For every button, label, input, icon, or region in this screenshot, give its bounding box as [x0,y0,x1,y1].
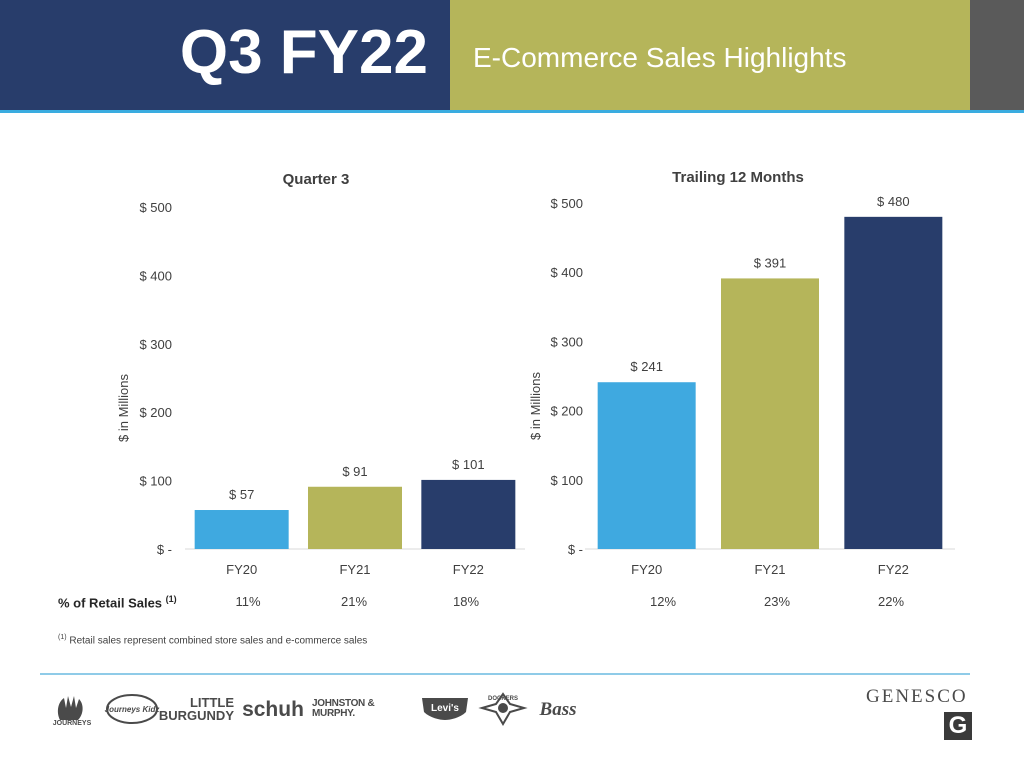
journeys-logo-text: JOURNEYS [53,720,92,727]
bass-logo: Bass [539,698,577,720]
bar-charts: Quarter 3 $ - $ 100 $ 200 $ 300 $ 400 $ 500 $ i… [116,169,955,577]
dockers-logo: DOCKERS [478,690,528,728]
q3-x-tick-label: FY22 [453,562,484,577]
retail-sales-note-marker: (1) [165,594,177,604]
q3-x-tick-label: FY20 [226,562,257,577]
levis-logo-text: Levi's [431,703,459,714]
header-left-panel [0,0,450,110]
ttm-bar-fy22 [844,216,943,549]
q3-bar-fy20 [194,510,289,549]
page-subtitle: E-Commerce Sales Highlights [473,42,847,73]
ttm-bar-fy20 [597,382,696,549]
retail-pct-q3-fy20: 11% [235,594,261,609]
retail-pct-q3-fy21: 21% [340,594,368,609]
page-title: Q3 FY22 [179,18,428,87]
q3-bar-fy22 [421,479,516,549]
q3-data-label: $ 57 [229,487,254,502]
footnote-marker: (1) [58,634,67,641]
footer-divider [40,673,970,675]
q3-y-tick-label: $ 500 [139,200,172,215]
ttm-x-tick-label: FY21 [754,562,785,577]
q3-data-label: $ 101 [452,457,485,472]
ttm-y-tick-label: $ - [568,542,583,557]
retail-pct-ttm-fy20: 12% [649,594,677,609]
header-divider [0,110,1024,113]
ttm-y-axis-label: $ in Millions [528,372,543,440]
ttm-data-label: $ 391 [754,255,787,270]
q3-chart-title: Quarter 3 [283,171,350,188]
q3-y-tick-label: $ 100 [139,474,172,489]
retail-sales-label: % of Retail Sales (1) [58,594,177,611]
q3-x-tick-label: FY21 [339,562,370,577]
q3-bar-fy21 [308,486,402,549]
ttm-chart-title: Trailing 12 Months [672,169,804,186]
ttm-y-tick-label: $ 300 [550,334,583,349]
footnote: (1) Retail sales represent combined stor… [58,634,368,647]
retail-pct-ttm-fy21: 23% [763,594,791,609]
ttm-data-label: $ 480 [877,194,910,209]
schuh-logo: schuh [242,697,304,721]
ttm-x-tick-label: FY22 [878,562,909,577]
q3-y-tick-label: $ 200 [139,405,172,420]
ttm-x-tick-label: FY20 [631,562,662,577]
genesco-wordmark: GENESCO [866,686,968,707]
ttm-y-tick-label: $ 500 [550,196,583,211]
dockers-logo-text: DOCKERS [488,696,518,702]
genesco-g-logo: G [944,712,972,740]
johnston-murphy-logo: JOHNSTON & MURPHY. [312,698,375,719]
journeys-kidz-logo: Journeys Kidz [104,690,160,728]
retail-pct-ttm-fy22: 22% [877,594,905,609]
levis-logo: Levi's [420,690,470,728]
q3-data-label: $ 91 [342,464,367,479]
q3-y-tick-label: $ - [157,542,172,557]
ttm-y-tick-label: $ 100 [550,473,583,488]
q3-y-tick-label: $ 400 [139,268,172,283]
journeys-logo: JOURNEYS [46,690,98,728]
ttm-data-label: $ 241 [630,359,663,374]
header-right-panel [970,0,1024,110]
journeys-kidz-logo-text: Journeys Kidz [105,705,160,714]
ttm-y-tick-label: $ 400 [550,265,583,280]
header-middle-panel [450,0,970,110]
little-burgundy-logo: LITTLE BURGUNDY [158,695,234,723]
ttm-y-tick-label: $ 200 [550,404,583,419]
q3-y-tick-label: $ 300 [139,337,172,352]
ttm-bar-fy21 [721,278,819,549]
retail-pct-q3-fy22: 18% [452,594,480,609]
q3-y-axis-label: $ in Millions [116,374,131,442]
